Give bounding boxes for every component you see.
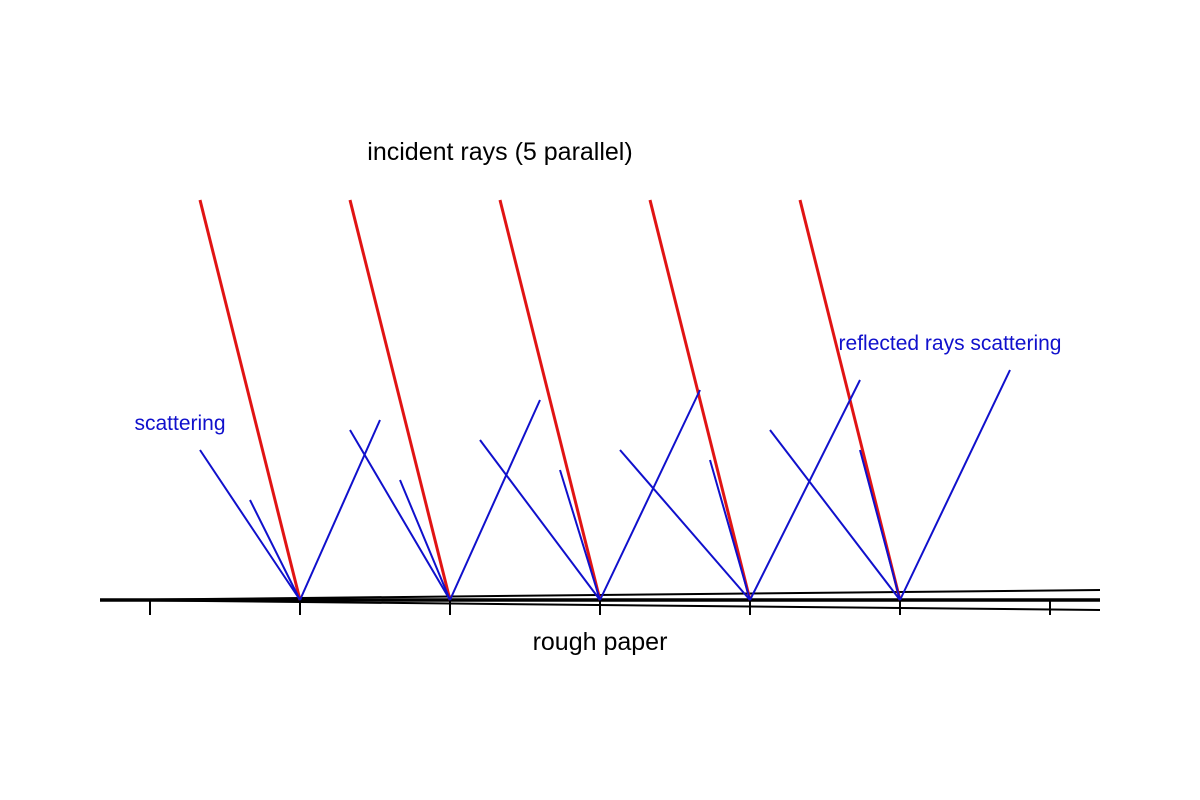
incident-ray [198,199,302,601]
reflected-ray [899,369,1011,601]
reflected-rays-scattering-label: reflected rays scattering [839,332,1062,355]
incident-rays [198,199,902,601]
reflected-ray [599,389,701,601]
reflected-ray [199,449,301,601]
reflected-ray [299,419,381,601]
reflected-rays [199,369,1011,601]
incident-ray [348,199,452,601]
reflected-ray [349,429,451,601]
surface-ticks [149,600,1051,615]
reflected-ray [249,499,301,601]
incident-rays-label: incident rays (5 parallel) [367,138,632,166]
scattering-label: scattering [134,412,225,435]
reflected-ray [709,459,751,601]
reflected-ray [619,449,751,601]
reflected-ray [749,379,861,601]
reflected-ray [479,439,601,601]
reflected-ray [769,429,901,601]
reflected-ray [399,479,451,601]
incident-ray [648,199,752,601]
reflected-ray [859,449,901,601]
rough-paper-label: rough paper [533,628,668,656]
reflected-ray [559,469,601,601]
incident-ray [498,199,602,601]
reflected-ray [449,399,541,601]
